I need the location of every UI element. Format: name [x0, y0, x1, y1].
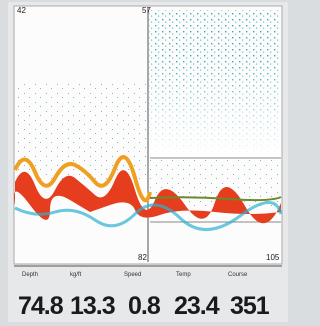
readout-label: Temp: [176, 272, 191, 278]
depth-label: 105: [266, 253, 280, 262]
fish-cloud-fade: [149, 60, 281, 160]
readout-value: 0.8: [128, 292, 161, 320]
readout-value: 74.8: [18, 292, 64, 320]
readout-value: 23.4: [174, 292, 220, 320]
readout-label: kg/ft: [70, 272, 82, 278]
depth-label: 57: [142, 6, 151, 15]
readout-value: 351: [230, 292, 270, 320]
sonar-screen: 42 57 82 105 Depth kg/ft Speed Temp Cour…: [0, 0, 295, 326]
depth-label: 42: [17, 6, 26, 15]
clutter: [15, 80, 148, 180]
readout-label: Course: [228, 272, 248, 278]
depth-label: 82: [138, 253, 147, 262]
readout-label: Speed: [124, 272, 141, 278]
readout-label: Depth: [22, 272, 38, 278]
readout-value: 13.3: [70, 292, 115, 320]
